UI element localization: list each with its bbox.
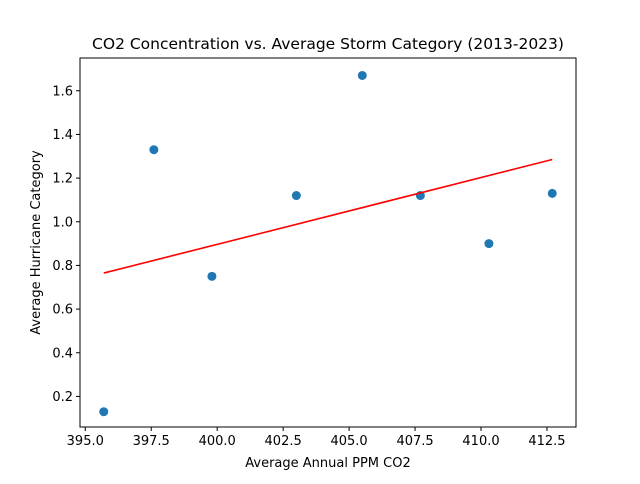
axes-frame	[79, 57, 577, 428]
scatter-point	[357, 70, 367, 80]
x-tick-label: 405.0	[330, 434, 367, 449]
y-tick-label: 1.6	[52, 84, 73, 99]
y-tick-label: 0.4	[52, 346, 73, 361]
scatter-point	[291, 191, 301, 201]
y-tick-label: 0.2	[52, 390, 73, 405]
scatter-point	[484, 239, 494, 249]
trend-line	[103, 158, 553, 274]
y-tick-label: 0.6	[52, 303, 73, 318]
scatter-point	[99, 407, 109, 417]
x-tick-label: 412.5	[528, 434, 565, 449]
y-tick-label: 1.2	[52, 172, 73, 187]
x-tick-label: 402.5	[265, 434, 302, 449]
x-axis-ticks: 395.0 397.5 400.0 402.5 405.0 407.5 410.0 412.5	[67, 427, 566, 449]
marks-layer	[99, 70, 557, 417]
plot-area	[80, 58, 576, 427]
scatter-point	[149, 145, 159, 155]
scatter-point	[207, 271, 217, 281]
x-tick-label: 400.0	[199, 434, 236, 449]
x-tick-label: 395.0	[67, 434, 104, 449]
x-tick-label: 397.5	[133, 434, 170, 449]
x-tick-label: 407.5	[396, 434, 433, 449]
chart-title: CO2 Concentration vs. Average Storm Cate…	[92, 35, 564, 53]
x-axis-label: Average Annual PPM CO2	[245, 456, 410, 471]
y-tick-label: 1.0	[52, 215, 73, 230]
y-axis-label: Average Hurricane Category	[29, 150, 44, 335]
y-tick-label: 0.8	[52, 259, 73, 274]
x-tick-label: 410.0	[462, 434, 499, 449]
scatter-point	[547, 188, 557, 198]
y-axis-ticks: 0.2 0.4 0.6 0.8 1.0 1.2 1.4 1.6	[52, 84, 80, 405]
y-tick-label: 1.4	[52, 128, 73, 143]
